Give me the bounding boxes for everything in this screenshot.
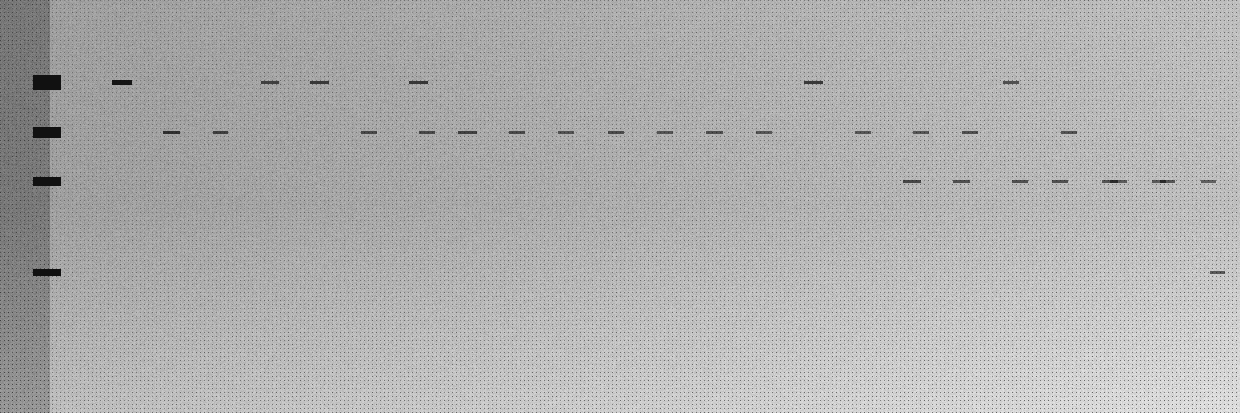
Bar — [33, 177, 61, 186]
Bar — [508, 131, 525, 133]
Bar — [804, 81, 822, 84]
Bar — [162, 131, 180, 134]
Bar — [1101, 180, 1117, 183]
Bar — [112, 80, 131, 85]
Bar — [310, 81, 330, 84]
Bar — [913, 131, 929, 133]
Bar — [409, 81, 428, 84]
Bar — [756, 131, 773, 133]
Bar — [1003, 81, 1019, 84]
Bar — [608, 131, 624, 133]
Bar — [657, 131, 673, 133]
Bar — [33, 75, 61, 90]
Bar — [262, 81, 279, 84]
Bar — [962, 131, 978, 133]
Bar — [1210, 271, 1225, 274]
Bar — [1202, 180, 1216, 183]
Bar — [707, 131, 723, 133]
Bar — [33, 127, 61, 138]
Bar — [904, 180, 921, 183]
Bar — [33, 269, 61, 276]
Bar — [213, 131, 228, 133]
Bar — [1111, 180, 1127, 183]
Bar — [1012, 180, 1028, 183]
Bar — [954, 180, 970, 183]
Bar — [459, 131, 477, 134]
Bar — [558, 131, 574, 133]
Bar — [1152, 180, 1167, 183]
Bar — [361, 131, 377, 133]
Bar — [1053, 180, 1069, 183]
Bar — [1061, 131, 1078, 133]
Bar — [854, 131, 870, 133]
Bar — [1161, 180, 1176, 183]
Bar — [419, 131, 435, 133]
